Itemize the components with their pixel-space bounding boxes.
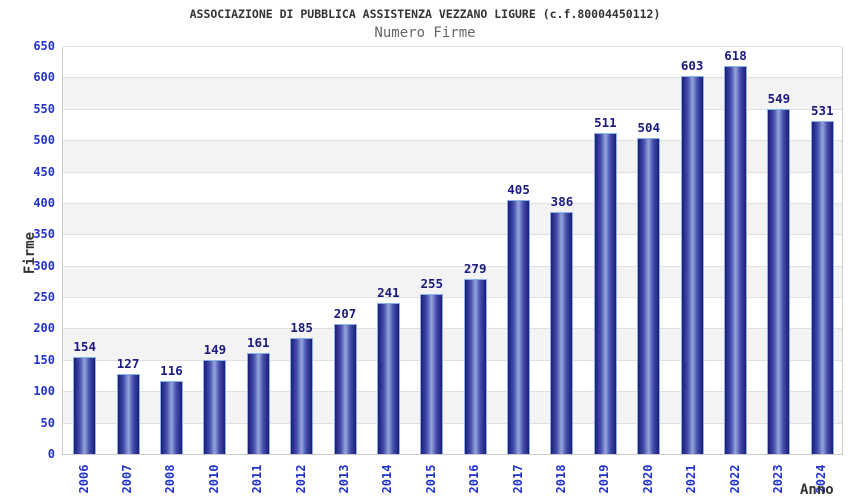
bar-value-label: 405 — [507, 181, 530, 197]
x-tick-label: 2017 — [510, 464, 525, 494]
bar-2022 — [724, 66, 748, 454]
bar-value-label: 161 — [246, 334, 270, 350]
bar-value-label: 618 — [724, 48, 747, 64]
grid-band — [63, 46, 842, 78]
x-tick-label: 2007 — [120, 464, 135, 494]
bar-2023 — [767, 109, 791, 454]
bar-2014 — [376, 302, 400, 454]
bar-value-label: 386 — [550, 193, 574, 209]
x-axis-title: Anno — [800, 482, 834, 498]
grid-band — [63, 359, 842, 392]
x-tick-label: 2022 — [727, 464, 742, 494]
bar-value-label: 127 — [116, 356, 140, 372]
x-tick-label: 2018 — [553, 464, 568, 494]
bar-2012 — [290, 337, 314, 454]
bar-2007 — [116, 374, 140, 454]
bar-value-label: 511 — [594, 115, 617, 131]
bar-value-label: 279 — [463, 260, 487, 276]
bar-value-label: 241 — [377, 284, 400, 300]
y-tick-label: 350 — [33, 227, 55, 242]
x-tick-label: 2020 — [640, 464, 655, 494]
x-tick-label: 2012 — [293, 464, 308, 494]
x-tick-label: 2023 — [770, 464, 785, 494]
bar-2013 — [333, 324, 357, 454]
bar-2018 — [550, 211, 574, 454]
y-tick-label: 550 — [33, 101, 55, 116]
x-tick-label: 2010 — [206, 464, 221, 494]
grid-band — [63, 140, 842, 172]
bar-value-label: 504 — [637, 119, 661, 135]
grid-band — [63, 202, 842, 235]
chart-subtitle: Numero Firme — [374, 25, 476, 41]
bar-2019 — [593, 133, 617, 454]
bar-2016 — [463, 278, 487, 454]
x-tick-label: 2014 — [380, 464, 395, 494]
grid-band — [63, 328, 842, 360]
x-tick-label: 2015 — [423, 464, 438, 494]
y-tick-label: 100 — [33, 384, 55, 399]
x-tick-label: 2019 — [597, 464, 612, 494]
bar-value-label: 603 — [680, 57, 704, 73]
grid-band — [63, 297, 842, 329]
x-tick-label: 2008 — [163, 464, 178, 494]
bar-2008 — [159, 381, 183, 454]
x-tick-label: 2021 — [684, 464, 699, 494]
bar-value-label: 207 — [333, 306, 357, 322]
grid-band — [63, 265, 842, 298]
bar-2020 — [637, 137, 661, 454]
y-tick-label: 650 — [33, 39, 55, 53]
bar-value-label: 185 — [290, 319, 313, 335]
x-tick-label: 2011 — [250, 464, 265, 494]
bar-2011 — [246, 352, 270, 454]
bar-value-label: 149 — [203, 342, 227, 358]
plot-area: 154 127 116 149 161 185 207 241 255 279 405 386 511 5… — [62, 46, 843, 455]
chart-title: ASSOCIAZIONE DI PUBBLICA ASSISTENZA VEZZ… — [189, 7, 661, 21]
grid-band — [63, 234, 842, 266]
y-tick-label: 500 — [33, 133, 55, 148]
x-tick-label: 2006 — [76, 464, 91, 494]
y-tick-label: 200 — [33, 321, 55, 336]
grid-band — [63, 171, 842, 203]
bar-value-label: 531 — [811, 102, 834, 118]
bar-2024 — [810, 120, 834, 454]
grid-band — [63, 108, 842, 141]
bar-2021 — [680, 75, 704, 454]
bar-2010 — [203, 360, 227, 454]
x-tick-label: 2013 — [337, 464, 352, 494]
y-tick-label: 400 — [33, 195, 55, 210]
bar-2006 — [73, 357, 97, 454]
bar-value-label: 549 — [767, 91, 791, 107]
bar-2015 — [420, 293, 444, 454]
y-axis-title: Firme — [22, 231, 38, 275]
y-tick-label: 600 — [33, 70, 55, 85]
x-tick-label: 2016 — [467, 464, 482, 494]
y-tick-label: 250 — [33, 290, 55, 305]
y-tick-label: 450 — [33, 164, 55, 179]
bar-value-label: 116 — [160, 363, 183, 379]
y-tick-label: 300 — [33, 258, 55, 273]
y-tick-label: 150 — [33, 352, 55, 367]
grid-band — [63, 422, 842, 454]
grid-band — [63, 77, 842, 109]
bar-2017 — [507, 199, 531, 454]
bar-value-label: 255 — [420, 275, 444, 291]
bar-value-label: 154 — [73, 339, 96, 355]
y-tick-label: 0 — [47, 447, 55, 461]
y-tick-label: 50 — [40, 415, 55, 430]
grid-band — [63, 391, 842, 423]
